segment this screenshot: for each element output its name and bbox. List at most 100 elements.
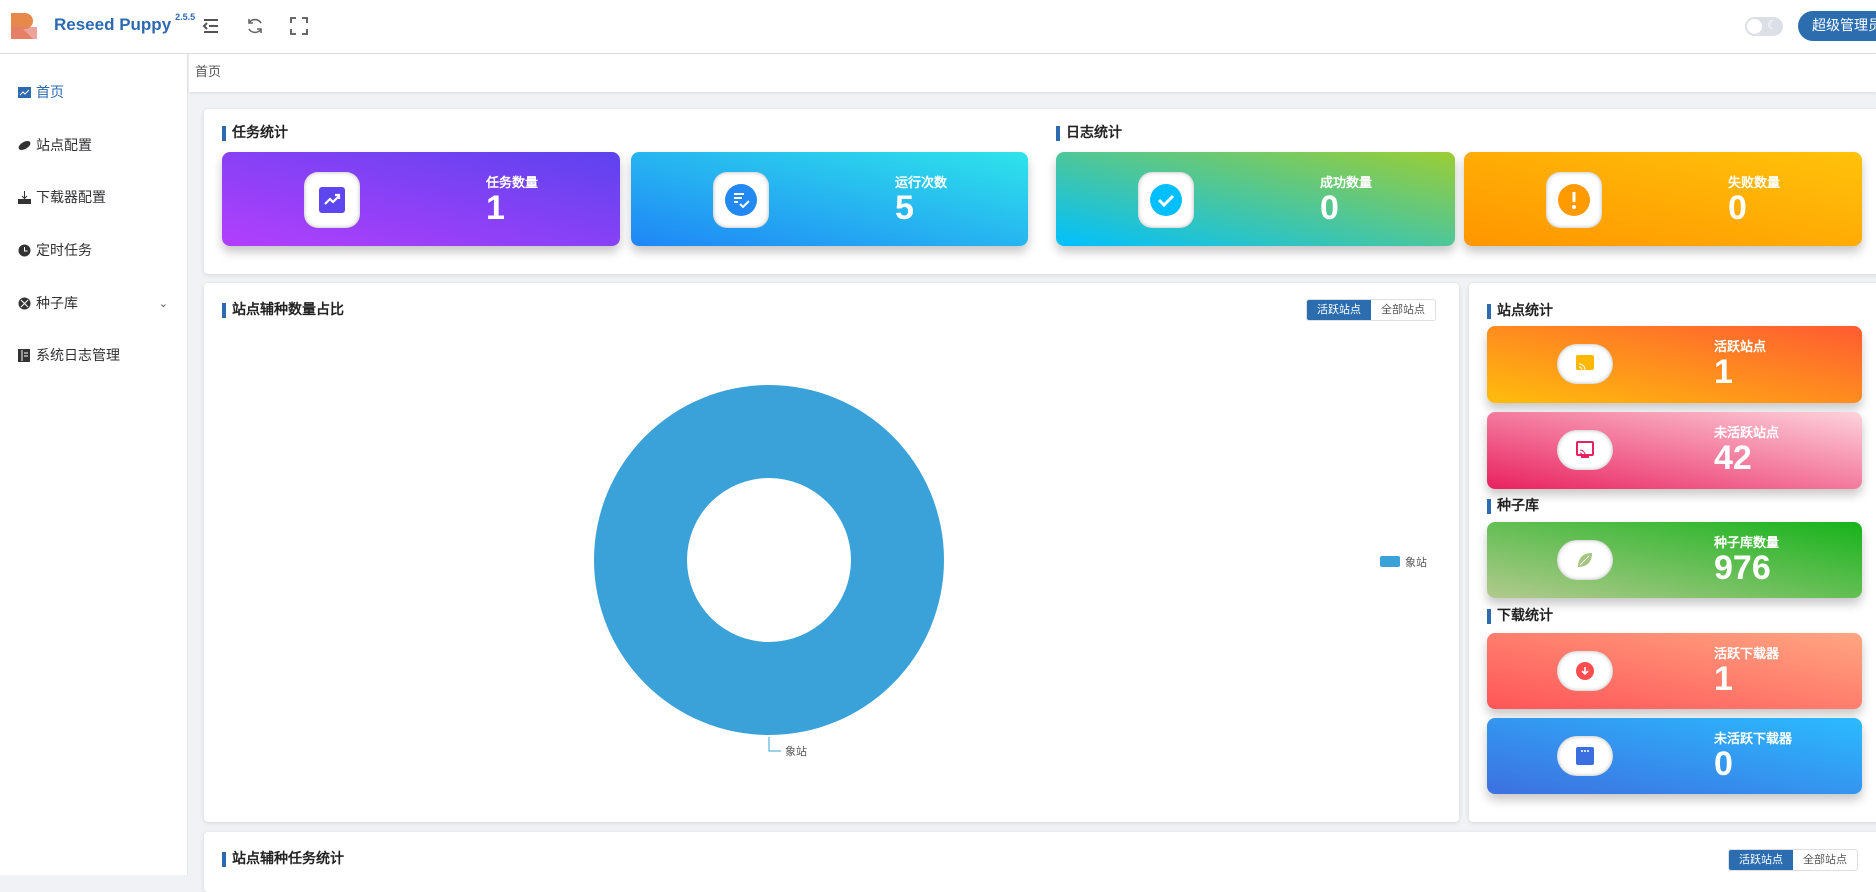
card-label: 成功数量 [1320, 176, 1373, 191]
slice-label: 象站 [785, 744, 807, 758]
card-value: 976 [1714, 549, 1771, 587]
sidebar-item-site-config[interactable]: 站点配置 [18, 133, 178, 157]
user-menu-button[interactable]: 超级管理员 [1798, 11, 1876, 41]
active-sites-card: 活跃站点 1 [1487, 326, 1862, 403]
all-sites-tab[interactable]: 全部站点 [1371, 300, 1435, 320]
sidebar-item-label: 种子库 [36, 296, 78, 312]
trend-up-icon [319, 187, 345, 213]
all-sites-tab[interactable]: 全部站点 [1793, 850, 1857, 870]
icon-box [1557, 651, 1613, 691]
sidebar-item-system-logs[interactable]: 系统日志管理 [18, 343, 178, 367]
sidebar-item-seed-library[interactable]: 种子库 ⌄ [18, 291, 178, 315]
planet-icon [18, 140, 31, 150]
app-logo [11, 13, 37, 39]
stats-panel: 任务统计 日志统计 任务数量 1 运行次数 5 成功数量 0 失败数量 0 [204, 109, 1876, 274]
card-label: 活跃站点 [1714, 340, 1767, 355]
inactive-downloaders-card: 未活跃下载器 0 [1487, 718, 1862, 794]
icon-box [304, 172, 360, 228]
task-stats-title: 任务统计 [222, 126, 288, 141]
active-sites-tab[interactable]: 活跃站点 [1307, 300, 1371, 320]
check-circle-icon [1150, 184, 1182, 216]
icon-box [1557, 540, 1613, 580]
card-label: 失败数量 [1728, 176, 1781, 191]
log-icon [18, 348, 30, 362]
icon-box [1557, 430, 1613, 470]
run-count-card: 运行次数 5 [631, 152, 1028, 246]
sidebar-item-label: 下载器配置 [36, 190, 106, 206]
task-stats-panel: 站点辅种任务统计 活跃站点 全部站点 [204, 832, 1876, 892]
task-panel-title: 站点辅种任务统计 [222, 852, 344, 867]
sidebar-item-label: 站点配置 [36, 138, 92, 154]
fullscreen-icon[interactable] [288, 15, 310, 37]
app-version: 2.5.5 [175, 12, 196, 22]
task-count-card: 任务数量 1 [222, 152, 620, 246]
seed-count-card: 种子库数量 976 [1487, 522, 1862, 598]
legend-swatch[interactable] [1380, 556, 1400, 567]
download-circle-icon [1576, 662, 1594, 680]
slice-label-line [768, 737, 781, 752]
card-label: 种子库数量 [1714, 536, 1780, 551]
moon-icon: ☾ [1767, 18, 1778, 32]
list-check-icon [725, 184, 757, 216]
top-header: Reseed Puppy 2.5.5 ☾ 超级管理员 [0, 0, 1876, 54]
card-value: 42 [1714, 439, 1752, 477]
card-value: 5 [895, 189, 914, 227]
app-name: Reseed Puppy [54, 15, 172, 34]
site-filter-toggle: 活跃站点 全部站点 [1306, 299, 1436, 321]
legend-label[interactable]: 象站 [1405, 555, 1427, 569]
log-stats-title: 日志统计 [1056, 126, 1122, 141]
download-icon [18, 190, 31, 204]
chart-icon [18, 86, 31, 98]
sidebar-item-scheduled-tasks[interactable]: 定时任务 [18, 238, 178, 262]
sidebar-item-home[interactable]: 首页 [18, 80, 178, 104]
card-value: 1 [1714, 660, 1733, 698]
sidebar-item-label: 系统日志管理 [36, 348, 120, 364]
cast-icon [1576, 355, 1594, 371]
download-stats-title: 下载统计 [1487, 609, 1553, 624]
active-downloaders-card: 活跃下载器 1 [1487, 633, 1862, 709]
active-sites-tab[interactable]: 活跃站点 [1729, 850, 1793, 870]
icon-box [713, 172, 769, 228]
chevron-down-icon: ⌄ [158, 296, 168, 310]
toggle-knob [1747, 19, 1762, 34]
seed-icon [18, 297, 31, 309]
sidebar: 首页 站点配置 下载器配置 定时任务 种子库 ⌄ 系统日志管理 [0, 54, 188, 875]
dark-mode-toggle[interactable]: ☾ [1745, 17, 1783, 36]
card-label: 未活跃下载器 [1714, 732, 1793, 747]
breadcrumb: 首页 [189, 54, 1876, 92]
donut-slice[interactable] [594, 385, 944, 735]
task-site-filter-toggle: 活跃站点 全部站点 [1728, 849, 1858, 871]
breadcrumb-home[interactable]: 首页 [195, 65, 222, 80]
card-label: 任务数量 [486, 176, 539, 191]
icon-box [1557, 344, 1613, 384]
sidebar-item-label: 定时任务 [36, 243, 92, 259]
window-icon [1576, 747, 1594, 765]
icon-box [1546, 172, 1602, 228]
summary-panel: 站点统计 活跃站点 1 未活跃站点 42 种子库 种子库数量 976 下载统计 … [1469, 283, 1876, 822]
app-title: Reseed Puppy 2.5.5 [54, 12, 196, 35]
card-label: 运行次数 [895, 176, 948, 191]
seed-ratio-panel: 站点辅种数量占比 活跃站点 全部站点 象站 象站 [204, 283, 1459, 822]
card-value: 1 [486, 189, 505, 227]
card-value: 1 [1714, 353, 1733, 391]
card-label: 活跃下载器 [1714, 647, 1780, 662]
clock-icon [18, 244, 31, 256]
icon-box [1557, 736, 1613, 776]
inactive-sites-card: 未活跃站点 42 [1487, 412, 1862, 489]
leaf-icon [1578, 553, 1592, 567]
warning-circle-icon [1558, 184, 1590, 216]
refresh-icon[interactable] [244, 15, 266, 37]
pie-panel-title: 站点辅种数量占比 [222, 303, 344, 318]
site-stats-title: 站点统计 [1487, 304, 1553, 319]
icon-box [1138, 172, 1194, 228]
success-count-card: 成功数量 0 [1056, 152, 1455, 246]
card-value: 0 [1728, 189, 1747, 227]
card-value: 0 [1320, 189, 1339, 227]
sidebar-item-label: 首页 [36, 85, 64, 101]
sidebar-item-downloader-config[interactable]: 下载器配置 [18, 185, 178, 209]
card-value: 0 [1714, 745, 1733, 783]
card-label: 未活跃站点 [1714, 426, 1780, 441]
menu-fold-icon[interactable] [200, 15, 222, 37]
failure-count-card: 失败数量 0 [1464, 152, 1862, 246]
